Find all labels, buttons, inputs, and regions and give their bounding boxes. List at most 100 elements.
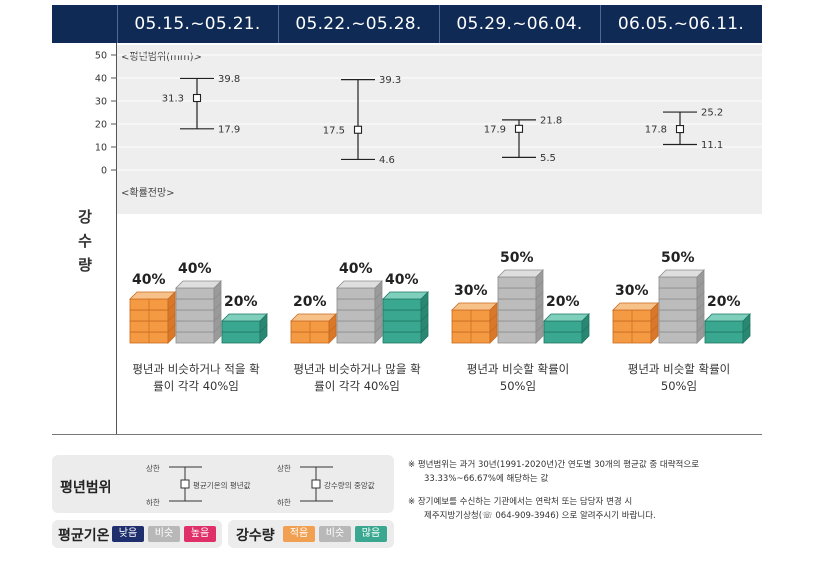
legend-precipitation-box: 강수량 적음 비슷 많음 — [228, 520, 394, 548]
prob-normal-label-4: 50% — [661, 250, 695, 266]
prob-high-1-top — [221, 313, 268, 322]
prob-normal-3-layer — [497, 309, 537, 322]
prob-low-4-top — [612, 302, 659, 311]
row-label-char-2: 수 — [78, 232, 92, 250]
prob-normal-2-layer — [336, 298, 376, 311]
row-label-char-3: 량 — [78, 256, 92, 274]
left-axis-line — [116, 43, 117, 435]
y-tick-label: 30 — [95, 97, 107, 108]
prob-normal-1-layer — [175, 331, 215, 344]
legend-range-title: 평년범위 — [60, 480, 112, 496]
center-value-label: 17.8 — [645, 125, 667, 136]
prob-normal-4-layer — [658, 309, 698, 322]
prob-high-1-layer — [221, 320, 261, 333]
row-label-char-1: 강 — [78, 208, 92, 226]
prob-normal-label-1: 40% — [178, 261, 212, 277]
center-value-label: 31.3 — [162, 94, 184, 105]
prob-normal-1-layer — [175, 287, 215, 300]
prob-low-2-top — [290, 313, 337, 322]
prob-desc-line-1: 평년과 비슷할 확률이 — [627, 362, 731, 376]
legend-temperature-title: 평균기온 — [58, 528, 110, 544]
legend-median-label: 강수량의 중앙값 — [324, 481, 375, 490]
period-1: 05.15.~05.21. — [134, 14, 261, 34]
prob-desc-line-2: 50%임 — [660, 379, 698, 393]
legend-range-box: 평년범위 상한 하한 평균기온의 평년값 상한 하한 강수량의 중앙값 — [52, 455, 394, 513]
prob-desc-line-1: 평년과 비슷할 확률이 — [466, 362, 570, 376]
prob-normal-3-layer — [497, 320, 537, 333]
prob-desc-1: 평년과 비슷하거나 적을 확 률이 각각 40%임 — [116, 361, 276, 395]
prob-high-2-layer — [382, 320, 422, 333]
period-2: 05.22.~05.28. — [295, 14, 422, 34]
note-2-line-1: ※ 장기예보를 수신하는 기관에서는 연락처 또는 담당자 변경 시 — [408, 497, 633, 507]
precip-normal-pill: 비슷 — [319, 526, 351, 542]
lower-value-label: 17.9 — [218, 124, 240, 135]
temp-normal-pill: 비슷 — [148, 526, 180, 542]
prob-high-3-layer — [543, 320, 583, 333]
probability-header-background — [117, 180, 762, 214]
prob-high-1-layer — [221, 331, 261, 344]
prob-low-label-1: 40% — [132, 272, 166, 288]
y-tick-label: 40 — [95, 74, 107, 85]
legend-avg-label: 평균기온의 평년값 — [193, 481, 251, 490]
prob-normal-4-layer — [658, 331, 698, 344]
precip-high-pill: 많음 — [355, 526, 387, 542]
legend-upper-2: 상한 — [277, 464, 291, 473]
prob-normal-3-layer — [497, 287, 537, 300]
normal-range-chart: 0 10 20 30 40 50 39.8 17.9 31.3 39.3 4.6 17.5 21.8 5.… — [95, 51, 762, 177]
upper-value-label: 39.8 — [218, 74, 240, 85]
temp-low-pill: 낮음 — [112, 526, 144, 542]
prob-high-3-top — [543, 313, 590, 322]
prob-normal-2-layer — [336, 331, 376, 344]
prob-normal-3-layer — [497, 331, 537, 344]
prob-normal-4-layer — [658, 287, 698, 300]
prob-normal-label-2: 40% — [339, 261, 373, 277]
prob-normal-4-layer — [658, 298, 698, 311]
center-marker — [353, 125, 363, 134]
prob-high-4-layer — [704, 331, 744, 344]
y-tick-label: 0 — [101, 166, 107, 177]
center-marker — [192, 93, 202, 103]
legend-lower-2: 하한 — [277, 498, 291, 507]
precipitation-row-label: 강 수 량 — [70, 205, 100, 277]
prob-normal-3-layer — [497, 276, 537, 289]
legend-precipitation-title: 강수량 — [236, 528, 275, 544]
prob-high-label-1: 20% — [224, 294, 258, 310]
probability-chart — [129, 269, 751, 344]
prob-desc-line-2: 률이 각각 40%임 — [314, 379, 400, 393]
prob-high-3-layer — [543, 331, 583, 344]
prob-low-1-top — [129, 291, 176, 300]
y-tick-label: 50 — [95, 51, 107, 62]
prob-normal-1-top — [175, 280, 222, 289]
period-3: 05.29.~06.04. — [456, 14, 583, 34]
center-value-label: 17.5 — [323, 125, 345, 136]
prob-high-2-layer — [382, 309, 422, 322]
prob-desc-line-2: 률이 각각 40%임 — [153, 379, 239, 393]
center-marker — [514, 124, 524, 133]
prob-normal-2-top — [336, 280, 383, 289]
prob-normal-4-layer — [658, 320, 698, 333]
upper-value-label: 39.3 — [379, 75, 401, 86]
prob-desc-line-2: 50%임 — [499, 379, 537, 393]
range-label: <평년범위(mm)> — [121, 52, 202, 63]
prob-normal-4-layer — [658, 276, 698, 289]
note-1-line-2: 33.33%~66.67%에 해당하는 값 — [424, 474, 549, 484]
prob-high-2-top — [382, 291, 429, 300]
prob-high-label-4: 20% — [707, 294, 741, 310]
lower-value-label: 11.1 — [701, 140, 723, 151]
center-marker — [675, 125, 685, 134]
upper-value-label: 25.2 — [701, 108, 723, 119]
prob-normal-2-layer — [336, 287, 376, 300]
precip-low-pill: 적음 — [283, 526, 315, 542]
prob-high-2-layer — [382, 331, 422, 344]
prob-desc-line-1: 평년과 비슷하거나 많을 확 — [293, 362, 421, 376]
legend-temperature-box: 평균기온 낮음 비슷 높음 — [52, 520, 222, 548]
lower-value-label: 5.5 — [540, 153, 556, 164]
prob-low-label-3: 30% — [454, 283, 488, 299]
y-tick-label: 10 — [95, 143, 107, 154]
legend-lower-1: 하한 — [146, 498, 160, 507]
period-header: 05.15.~05.21. 05.22.~05.28. 05.29.~06.04… — [52, 5, 762, 43]
prob-low-label-4: 30% — [615, 283, 649, 299]
temp-high-pill: 높음 — [184, 526, 216, 542]
legend-upper-1: 상한 — [146, 464, 160, 473]
